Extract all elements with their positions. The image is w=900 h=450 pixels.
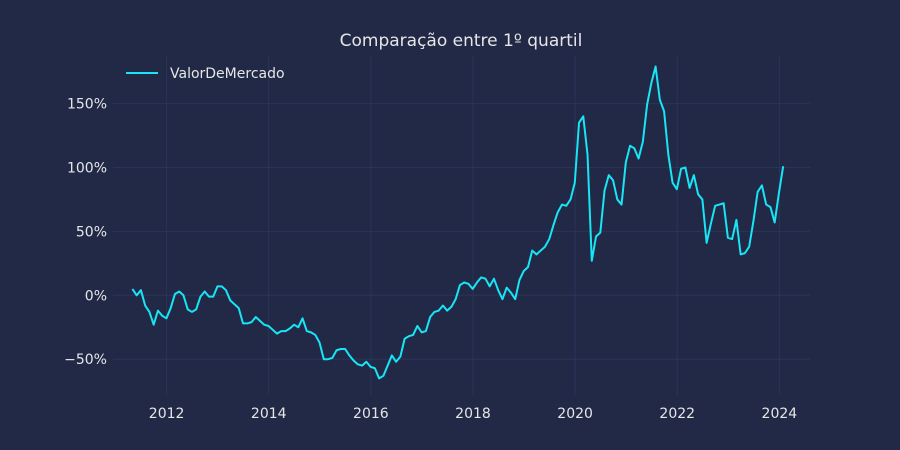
y-tick-label: −50% (64, 352, 107, 368)
y-tick-label: 100% (67, 160, 107, 176)
x-tick-label: 2016 (353, 406, 389, 422)
x-tick-label: 2014 (251, 406, 287, 422)
y-tick-label: 150% (67, 97, 107, 113)
x-tick-label: 2024 (762, 406, 798, 422)
legend-label-valordemercado: ValorDeMercado (170, 66, 285, 82)
y-tick-label: 0% (85, 288, 107, 304)
y-axis: −50% 0% 50% 100% 150% (64, 97, 107, 369)
x-tick-label: 2018 (455, 406, 491, 422)
series-line-valordemercado (131, 65, 785, 380)
x-tick-label: 2022 (659, 406, 695, 422)
y-tick-label: 50% (76, 224, 107, 240)
x-tick-label: 2020 (557, 406, 593, 422)
x-axis: 2012 2014 2016 2018 2020 2022 2024 (149, 406, 797, 422)
chart-title: Comparação entre 1º quartil (340, 31, 583, 51)
series-layer (131, 65, 785, 380)
x-tick-label: 2012 (149, 406, 185, 422)
legend: ValorDeMercado (126, 66, 285, 82)
grid (113, 55, 810, 395)
